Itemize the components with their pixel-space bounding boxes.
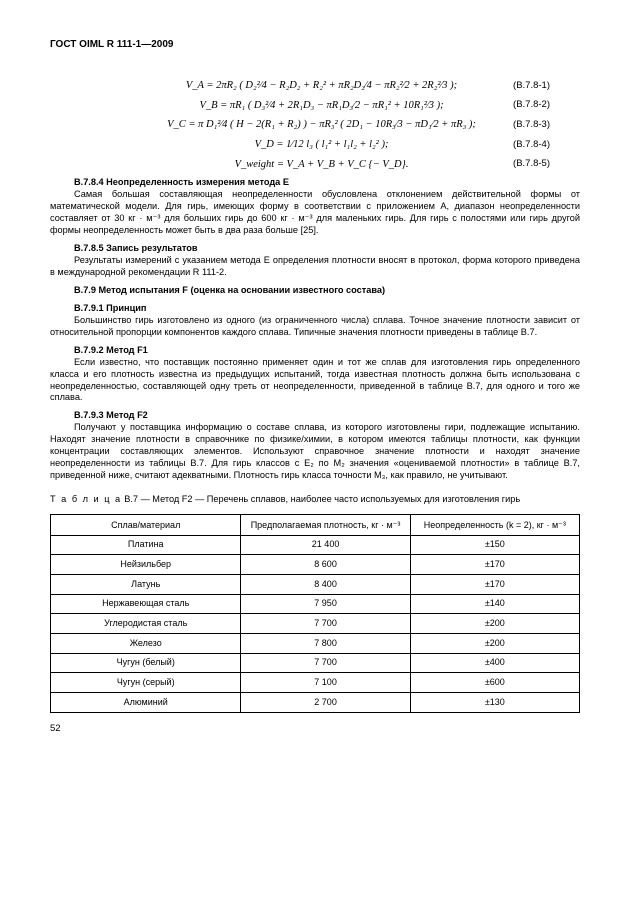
table-cell: ±170 <box>410 575 579 595</box>
table-row: Углеродистая сталь7 700±200 <box>51 614 580 634</box>
table-row: Чугун (белый)7 700±400 <box>51 653 580 673</box>
table-header-cell: Неопределенность (k = 2), кг · м⁻³ <box>410 515 579 536</box>
table-row: Нержавеющая сталь7 950±140 <box>51 594 580 614</box>
formula-ref: (B.7.8-4) <box>513 139 550 151</box>
formula-row: V_weight = V_A + V_B + V_C {− V_D}. (B.7… <box>50 158 580 172</box>
table-cell: ±200 <box>410 634 579 654</box>
table-cell: Чугун (белый) <box>51 653 241 673</box>
table-header-row: Сплав/материал Предполагаемая плотность,… <box>51 515 580 536</box>
table-header-cell: Сплав/материал <box>51 515 241 536</box>
table-header-cell: Предполагаемая плотность, кг · м⁻³ <box>241 515 410 536</box>
section-title: B.7.9.2 Метод F1 <box>50 345 580 357</box>
formula-ref: (B.7.8-2) <box>513 99 550 111</box>
formula-expr: V_C = π D₁²⁄4 ( H − 2(R₁ + R₂) ) − πR₃² … <box>130 118 513 132</box>
section-title: B.7.8.5 Запись результатов <box>50 243 580 255</box>
table-cell: Нейзильбер <box>51 555 241 575</box>
table-cell: ±150 <box>410 535 579 555</box>
formula-list: V_A = 2πR₂ ( D₂²⁄4 − R₂D₂ + R₂² + πR₂D₂⁄… <box>50 79 580 171</box>
formula-expr: V_D = 1⁄12 l₃ ( l₁² + l₁l₂ + l₂² ); <box>130 138 513 152</box>
table-row: Платина21 400±150 <box>51 535 580 555</box>
table-cell: Алюминий <box>51 693 241 713</box>
formula-ref: (B.7.8-1) <box>513 80 550 92</box>
table-cell: Железо <box>51 634 241 654</box>
table-cell: Чугун (серый) <box>51 673 241 693</box>
alloy-table: Сплав/материал Предполагаемая плотность,… <box>50 514 580 713</box>
formula-expr: V_B = πR₁ ( D₃²⁄4 + 2R₁D₃ − πR₁D₃⁄2 − πR… <box>130 99 513 113</box>
formula-ref: (B.7.8-5) <box>513 158 550 170</box>
page-number: 52 <box>50 723 580 735</box>
table-cell: ±400 <box>410 653 579 673</box>
table-cell: 7 950 <box>241 594 410 614</box>
table-cell: 7 100 <box>241 673 410 693</box>
table-row: Нейзильбер8 600±170 <box>51 555 580 575</box>
formula-expr: V_weight = V_A + V_B + V_C {− V_D}. <box>130 158 513 172</box>
table-caption: Т а б л и ц а B.7 — Метод F2 — Перечень … <box>50 494 580 506</box>
caption-rest: B.7 — Метод F2 — Перечень сплавов, наибо… <box>122 494 521 504</box>
table-cell: ±130 <box>410 693 579 713</box>
paragraph: Результаты измерений с указанием метода … <box>50 255 580 279</box>
paragraph: Получают у поставщика информацию о соста… <box>50 422 580 482</box>
table-cell: 8 600 <box>241 555 410 575</box>
paragraph: Если известно, что поставщик постоянно п… <box>50 357 580 405</box>
table-row: Латунь8 400±170 <box>51 575 580 595</box>
table-body: Платина21 400±150Нейзильбер8 600±170Лату… <box>51 535 580 712</box>
table-cell: 7 700 <box>241 653 410 673</box>
table-cell: 2 700 <box>241 693 410 713</box>
formula-row: V_A = 2πR₂ ( D₂²⁄4 − R₂D₂ + R₂² + πR₂D₂⁄… <box>50 79 580 93</box>
table-cell: ±600 <box>410 673 579 693</box>
table-cell: ±170 <box>410 555 579 575</box>
table-cell: Платина <box>51 535 241 555</box>
section-title: B.7.8.4 Неопределенность измерения метод… <box>50 177 580 189</box>
formula-expr: V_A = 2πR₂ ( D₂²⁄4 − R₂D₂ + R₂² + πR₂D₂⁄… <box>130 79 513 93</box>
table-cell: Нержавеющая сталь <box>51 594 241 614</box>
table-row: Чугун (серый)7 100±600 <box>51 673 580 693</box>
table-cell: 8 400 <box>241 575 410 595</box>
formula-row: V_D = 1⁄12 l₃ ( l₁² + l₁l₂ + l₂² ); (B.7… <box>50 138 580 152</box>
table-row: Железо7 800±200 <box>51 634 580 654</box>
table-cell: Латунь <box>51 575 241 595</box>
paragraph: Большинство гирь изготовлено из одного (… <box>50 315 580 339</box>
paragraph: Самая большая составляющая неопределенно… <box>50 189 580 237</box>
table-cell: 21 400 <box>241 535 410 555</box>
doc-header: ГОСТ OIML R 111-1—2009 <box>50 38 580 51</box>
table-cell: ±200 <box>410 614 579 634</box>
section-title: B.7.9.1 Принцип <box>50 303 580 315</box>
table-cell: 7 800 <box>241 634 410 654</box>
formula-row: V_C = π D₁²⁄4 ( H − 2(R₁ + R₂) ) − πR₃² … <box>50 118 580 132</box>
formula-ref: (B.7.8-3) <box>513 119 550 131</box>
table-cell: Углеродистая сталь <box>51 614 241 634</box>
section-title: B.7.9.3 Метод F2 <box>50 410 580 422</box>
table-row: Алюминий2 700±130 <box>51 693 580 713</box>
formula-row: V_B = πR₁ ( D₃²⁄4 + 2R₁D₃ − πR₁D₃⁄2 − πR… <box>50 99 580 113</box>
table-cell: ±140 <box>410 594 579 614</box>
section-title: B.7.9 Метод испытания F (оценка на основ… <box>50 285 580 297</box>
table-cell: 7 700 <box>241 614 410 634</box>
caption-prefix: Т а б л и ц а <box>50 494 122 504</box>
